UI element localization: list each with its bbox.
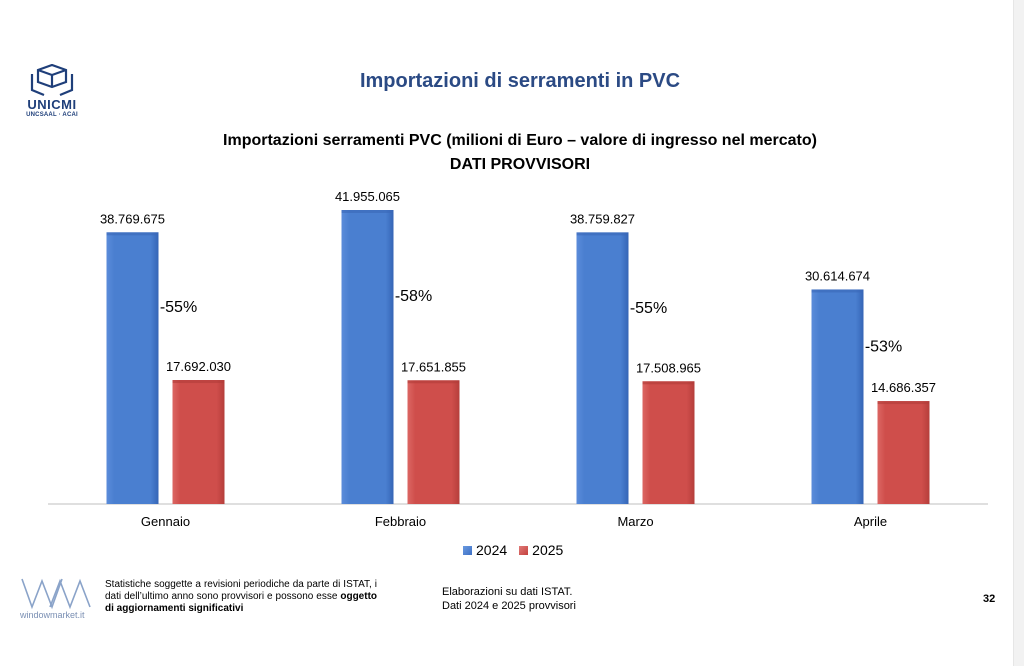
bar-2024-aprile (811, 289, 864, 504)
bar-top-2025-aprile (877, 401, 930, 405)
data-label-2025-aprile: 14.686.357 (871, 380, 936, 395)
legend-item-2025: 2025 (519, 542, 563, 558)
bar-top-2024-febbraio (341, 210, 394, 213)
footer-note-center: Elaborazioni su dati ISTAT. Dati 2024 e … (442, 585, 622, 613)
chart-title-block: Importazioni serramenti PVC (milioni di … (150, 129, 890, 177)
change-annotation-febbraio: -58% (395, 288, 432, 305)
legend-swatch-2024 (463, 545, 472, 555)
change-annotation-gennaio: -55% (160, 299, 197, 316)
bar-2024-marzo (576, 232, 629, 504)
legend-swatch-2025 (519, 545, 529, 555)
chart-title: Importazioni serramenti PVC (milioni di … (223, 132, 817, 149)
footer-note-left: Statistiche soggette a revisioni periodi… (105, 579, 377, 615)
legend-label-2024: 2024 (476, 542, 508, 558)
bar-2025-marzo (642, 381, 695, 504)
chart-subtitle: DATI PROVVISORI (449, 156, 591, 173)
footer-note-text: Statistiche soggette a revisioni periodi… (105, 579, 377, 602)
bar-top-2025-gennaio (172, 380, 225, 384)
category-label-aprile: Aprile (854, 514, 887, 529)
bar-top-2025-marzo (642, 381, 695, 385)
change-annotation-aprile: -53% (865, 338, 902, 355)
chart-legend: 2024 2025 (463, 542, 569, 558)
windowmarket-logo-icon (21, 578, 91, 610)
footer-source-line2: Dati 2024 e 2025 provvisori (442, 600, 576, 612)
bar-2024-febbraio (341, 210, 394, 504)
data-label-2024-marzo: 38.759.827 (570, 211, 635, 226)
logo-name: UNICMI (27, 97, 77, 112)
page-number: 32 (983, 593, 996, 605)
slide-edge (1014, 0, 1024, 666)
data-label-2024-febbraio: 41.955.065 (335, 189, 400, 204)
legend-item-2024: 2024 (463, 542, 507, 558)
windowmarket-text: windowmarket.it (20, 610, 85, 620)
bar-2025-gennaio (172, 380, 225, 504)
category-label-gennaio: Gennaio (141, 514, 190, 529)
bar-top-2024-gennaio (106, 232, 159, 236)
change-annotation-marzo: -55% (630, 300, 667, 317)
footer-note-bold: oggetto di aggiornamenti significativi (105, 591, 378, 614)
category-label-marzo: Marzo (617, 514, 653, 529)
bar-2025-aprile (877, 401, 930, 504)
bar-top-2025-febbraio (407, 380, 460, 384)
bar-2024-gennaio (106, 232, 159, 505)
bar-2025-febbraio (407, 380, 460, 504)
data-label-2025-febbraio: 17.651.855 (401, 359, 466, 374)
slide-title: Importazioni di serramenti in PVC (359, 70, 681, 92)
data-label-2024-gennaio: 38.769.675 (100, 211, 165, 226)
bar-top-2024-aprile (811, 289, 864, 293)
category-label-febbraio: Febbraio (375, 514, 426, 529)
data-label-2025-gennaio: 17.692.030 (166, 359, 231, 374)
logo-subtitle: UNCSAAL · ACAI (26, 112, 78, 118)
data-label-2025-marzo: 17.508.965 (636, 360, 701, 375)
unicmi-logo-icon (30, 64, 74, 97)
data-label-2024-aprile: 30.614.674 (805, 268, 870, 283)
legend-label-2025: 2025 (532, 542, 564, 558)
bar-top-2024-marzo (576, 232, 629, 236)
footer-source-line1: Elaborazioni su dati ISTAT. (442, 586, 573, 598)
bar-chart: 38.769.675 17.692.030 -55% Gennaio 41.955.06… (48, 189, 988, 529)
